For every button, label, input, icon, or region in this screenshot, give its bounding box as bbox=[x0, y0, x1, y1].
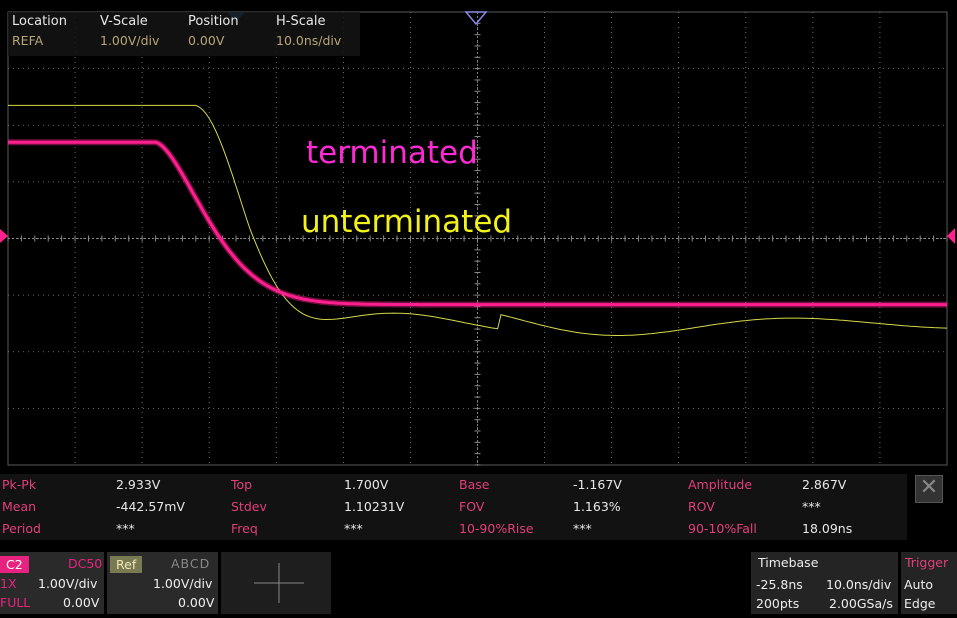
measure-value: *** bbox=[116, 521, 135, 536]
measure-value: -1.167V bbox=[573, 477, 622, 492]
info-header-position: Position bbox=[188, 14, 239, 29]
terminated-trace bbox=[8, 140, 947, 307]
ref-slots: ABCD bbox=[171, 556, 211, 571]
measure-row: Mean -442.57mV Stdev 1.10231V FOV 1.163%… bbox=[0, 499, 907, 521]
level-marker-left bbox=[0, 229, 8, 243]
measure-name: ROV bbox=[688, 499, 715, 514]
channel-badge: C2 bbox=[0, 556, 29, 573]
measure-name: 90-10%Fall bbox=[688, 521, 757, 536]
info-header-location: Location bbox=[12, 14, 67, 29]
label-unterminated: unterminated bbox=[301, 204, 513, 240]
timebase-delay: -25.8ns bbox=[756, 577, 803, 592]
measure-name: Amplitude bbox=[688, 477, 753, 492]
measure-name: Base bbox=[459, 477, 490, 492]
measure-name: Freq bbox=[231, 521, 258, 536]
info-header-vscale: V-Scale bbox=[100, 14, 148, 29]
measure-value: 2.933V bbox=[116, 477, 161, 492]
measurement-table[interactable]: Pk-Pk 2.933V Top 1.700V Base -1.167V Amp… bbox=[0, 474, 907, 540]
info-col-vscale: V-Scale 1.00V/div bbox=[100, 14, 159, 48]
crosshair-icon bbox=[254, 563, 304, 603]
info-col-position: Position 0.00V bbox=[188, 14, 239, 48]
label-terminated: terminated bbox=[306, 135, 478, 171]
reference-info-panel: Location REFA V-Scale 1.00V/div Position… bbox=[8, 12, 360, 56]
measure-name: Pk-Pk bbox=[2, 477, 37, 492]
waveform-area[interactable] bbox=[0, 0, 957, 470]
graticule bbox=[7, 11, 948, 466]
trigger-type: Edge bbox=[904, 596, 936, 611]
measure-name: Mean bbox=[2, 499, 37, 514]
info-col-location: Location REFA bbox=[12, 14, 67, 48]
timebase-scale: 10.0ns/div bbox=[826, 577, 892, 592]
measure-value: 18.09ns bbox=[802, 521, 853, 536]
timebase-rate: 2.00GSa/s bbox=[829, 596, 893, 611]
timebase-title: Timebase bbox=[758, 555, 819, 570]
measure-value: *** bbox=[344, 521, 363, 536]
close-icon[interactable]: ✕ bbox=[915, 475, 943, 503]
measure-name: 10-90%Rise bbox=[459, 521, 534, 536]
info-value-position: 0.00V bbox=[188, 33, 225, 48]
timebase-panel[interactable]: Timebase -25.8ns 10.0ns/div 200pts 2.00G… bbox=[751, 552, 898, 614]
measure-value: 1.163% bbox=[573, 499, 621, 514]
trigger-title: Trigger bbox=[905, 555, 949, 570]
info-col-hscale: H-Scale 10.0ns/div bbox=[276, 14, 341, 48]
triangle-down-icon bbox=[464, 11, 488, 26]
info-value-location: REFA bbox=[12, 33, 44, 48]
measure-value: -442.57mV bbox=[116, 499, 185, 514]
add-channel-panel[interactable] bbox=[221, 552, 331, 614]
measure-value: *** bbox=[802, 499, 821, 514]
channel-probe: 1X bbox=[0, 576, 17, 591]
measure-value: 2.867V bbox=[802, 477, 847, 492]
info-header-hscale: H-Scale bbox=[276, 14, 326, 29]
trigger-mode: Auto bbox=[904, 577, 934, 592]
measure-value: 1.700V bbox=[344, 477, 389, 492]
info-value-hscale: 10.0ns/div bbox=[276, 33, 342, 48]
timebase-points: 200pts bbox=[756, 596, 800, 611]
channel-bandwidth: FULL bbox=[0, 595, 31, 610]
measure-value: 1.10231V bbox=[344, 499, 405, 514]
ref-panel[interactable]: Ref ABCD 1.00V/div 0.00V bbox=[107, 552, 218, 614]
level-marker-right bbox=[947, 228, 955, 244]
ref-badge: Ref bbox=[110, 556, 143, 573]
measure-name: Period bbox=[2, 521, 41, 536]
measure-name: Stdev bbox=[231, 499, 267, 514]
channel-offset: 0.00V bbox=[63, 595, 100, 610]
unterminated-trace bbox=[8, 104, 948, 336]
channel-coupling: DC50 bbox=[68, 556, 103, 571]
measure-name: FOV bbox=[459, 499, 485, 514]
trigger-panel[interactable]: Trigger Auto Edge bbox=[901, 552, 957, 614]
info-value-vscale: 1.00V/div bbox=[100, 33, 160, 48]
measure-row: Period *** Freq *** 10-90%Rise *** 90-10… bbox=[0, 521, 907, 543]
measure-name: Top bbox=[231, 477, 253, 492]
channel-c2-panel[interactable]: C2 DC50 1X 1.00V/div FULL 0.00V bbox=[0, 552, 104, 614]
measure-value: *** bbox=[573, 521, 592, 536]
channel-scale: 1.00V/div bbox=[38, 576, 98, 591]
measure-row: Pk-Pk 2.933V Top 1.700V Base -1.167V Amp… bbox=[0, 477, 907, 499]
ref-offset: 0.00V bbox=[178, 595, 215, 610]
ref-scale: 1.00V/div bbox=[153, 576, 213, 591]
